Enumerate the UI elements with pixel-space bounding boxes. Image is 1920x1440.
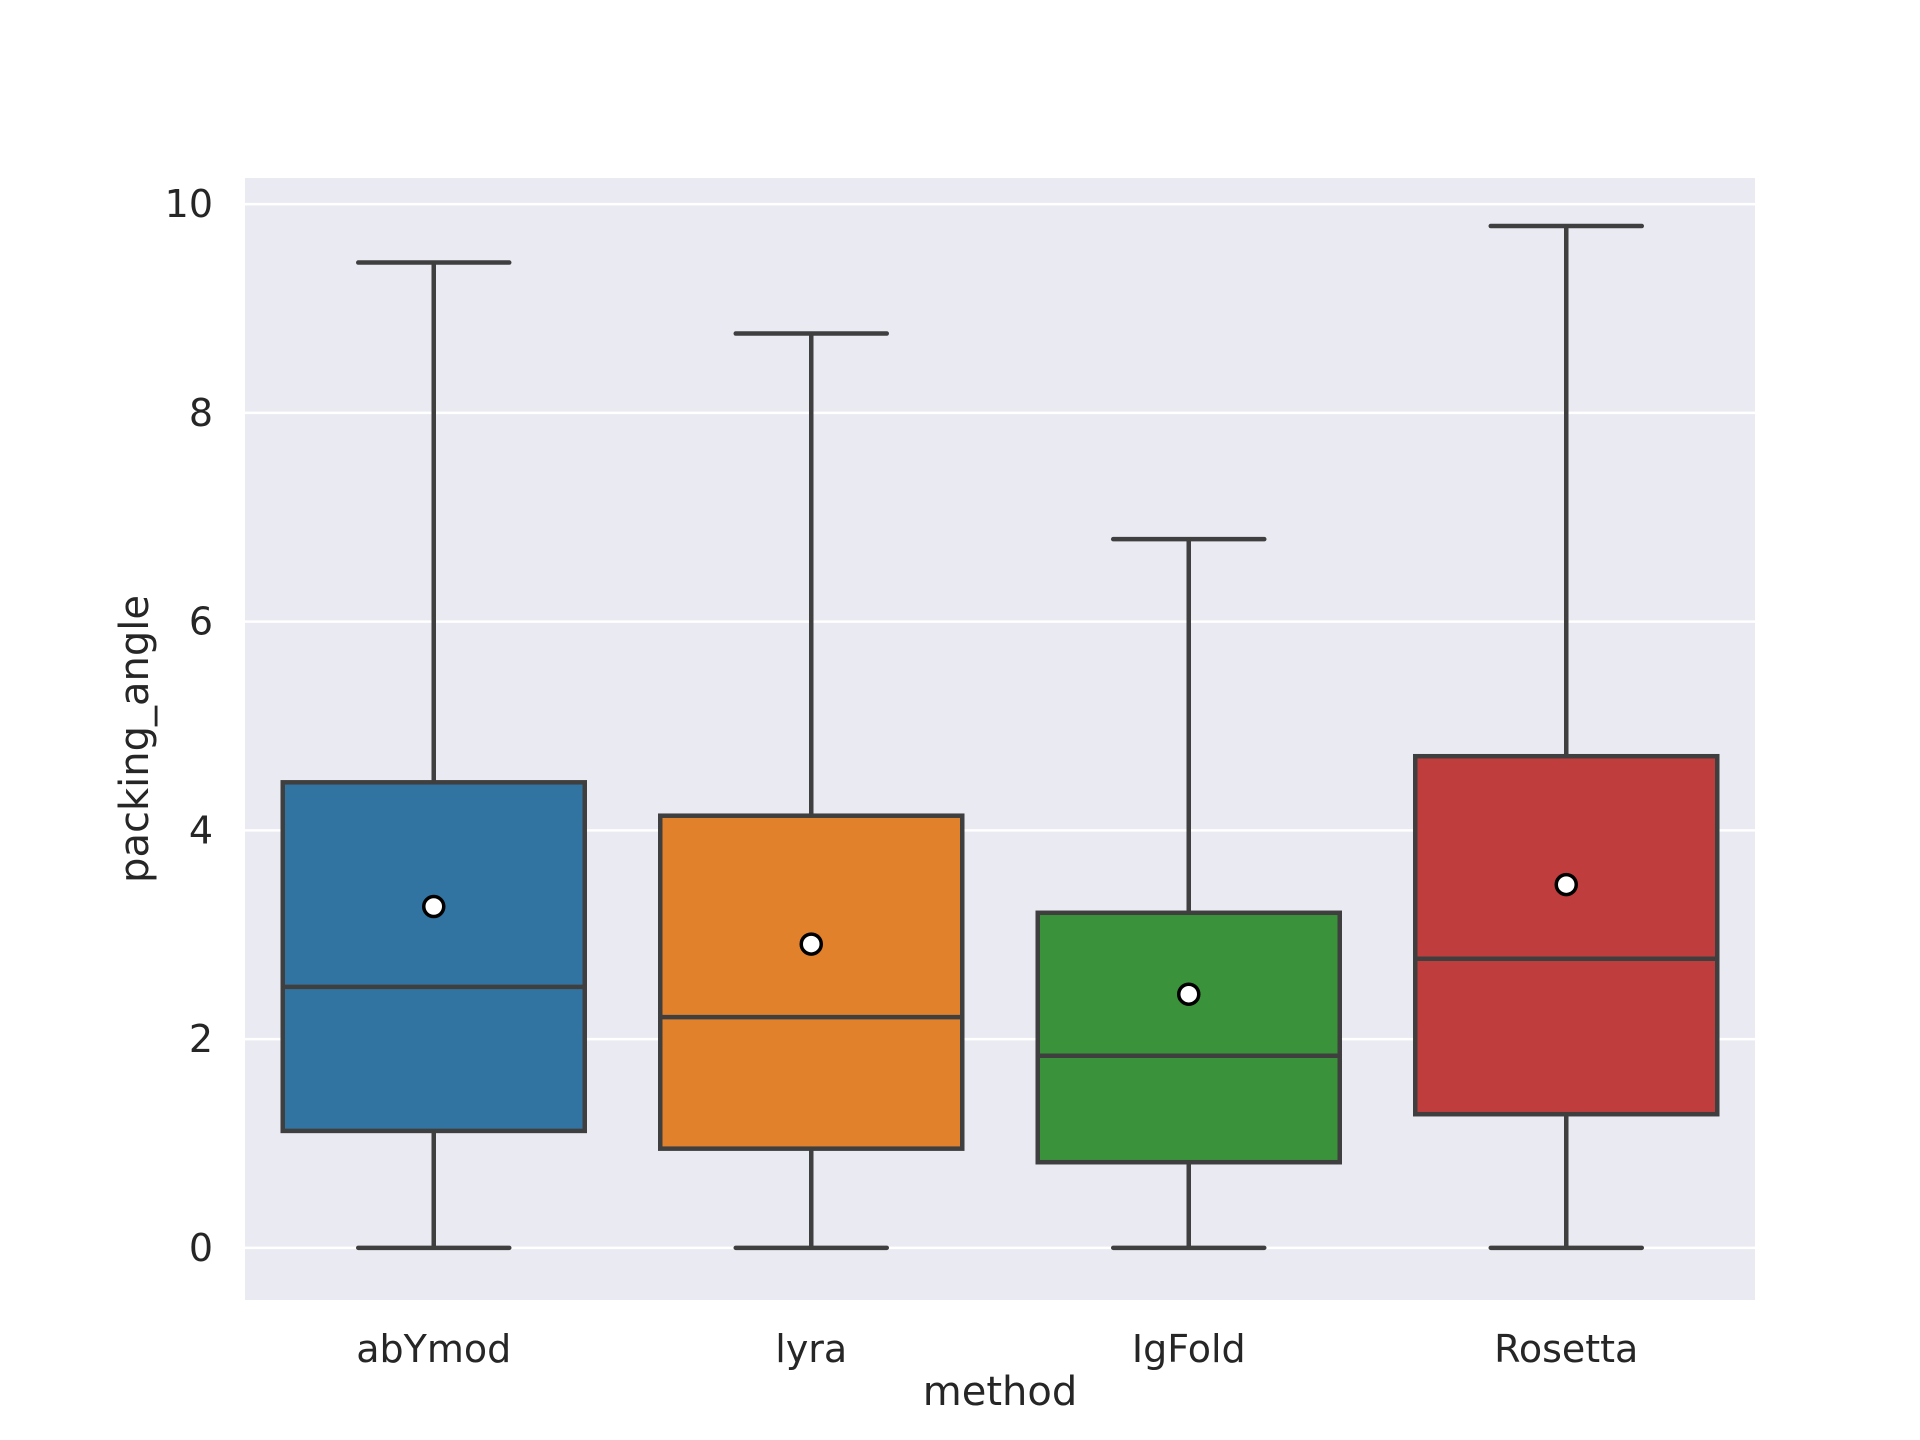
iqr-box [280, 780, 587, 1134]
x-tick-label: lyra [775, 1327, 847, 1371]
y-tick-label: 0 [189, 1226, 213, 1270]
mean-marker [1177, 982, 1201, 1006]
y-tick-labels: 0 2 4 6 8 10 [165, 182, 213, 1270]
mean-marker [799, 932, 823, 956]
mean-marker [422, 894, 446, 919]
y-tick-label: 4 [189, 808, 213, 852]
x-tick-labels: abYmod lyra IgFold Rosetta [356, 1327, 1638, 1371]
x-axis-label: method [923, 1369, 1077, 1415]
y-tick-label: 10 [165, 182, 213, 226]
iqr-box [1413, 753, 1720, 1117]
y-tick-label: 6 [189, 600, 213, 644]
x-tick-label: IgFold [1132, 1327, 1246, 1371]
y-axis-label: packing_angle [112, 595, 158, 883]
box-lyra [658, 331, 965, 1251]
box-IgFold [1035, 536, 1342, 1251]
iqr-box [1035, 910, 1342, 1165]
boxes [280, 223, 1720, 1251]
x-tick-label: abYmod [356, 1327, 511, 1371]
iqr-box [658, 813, 965, 1151]
box-Rosetta [1413, 223, 1720, 1251]
y-tick-label: 2 [189, 1017, 213, 1061]
y-tick-label: 8 [189, 391, 213, 435]
mean-marker [1554, 872, 1578, 897]
x-tick-label: Rosetta [1494, 1327, 1638, 1371]
box-abYmod [280, 260, 587, 1251]
